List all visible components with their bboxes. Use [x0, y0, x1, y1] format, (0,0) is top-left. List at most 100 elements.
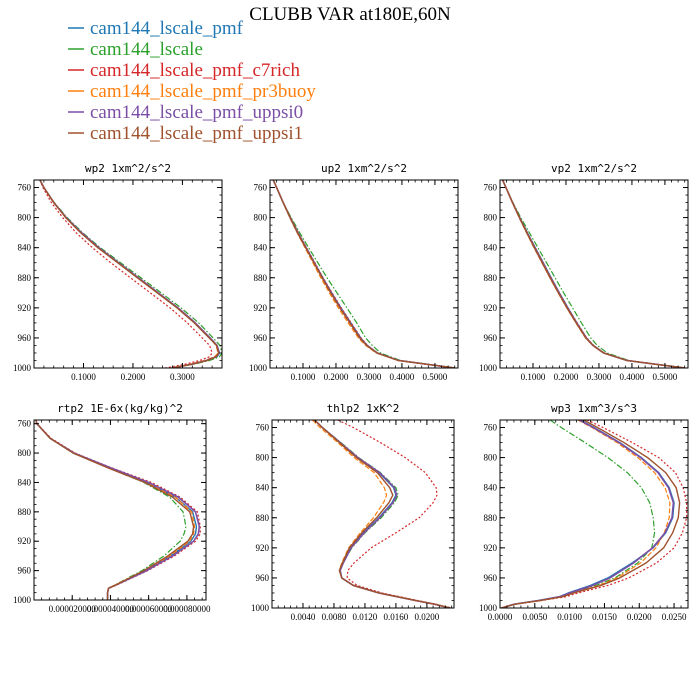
ytick-label: 840	[18, 477, 32, 487]
xtick-label: 0.0200	[415, 612, 440, 622]
ytick-label: 800	[256, 453, 270, 463]
series-line-4	[272, 180, 455, 368]
panels: wp2 1xm^2/s^2 760 800 840 880 920 960 1000 0.100…	[13, 162, 689, 622]
ytick-label: 840	[484, 243, 498, 253]
plot-frame	[33, 419, 207, 601]
xtick-label: 0.0160	[384, 612, 409, 622]
ytick-label: 960	[484, 573, 498, 583]
plot-frame	[271, 419, 455, 609]
series-line-1	[39, 180, 221, 368]
series-line-5	[272, 180, 455, 368]
ytick-label: 920	[256, 543, 270, 553]
xtick-label: 0.1000	[291, 372, 316, 382]
panel-2: up2 1xm^2/s^2 760 800 840 880 920 960 1000 0.100…	[249, 162, 459, 382]
series-line-3	[337, 420, 452, 608]
legend-entry: cam144_lscale_pmf_uppsi1	[90, 123, 303, 144]
ytick-label: 880	[484, 273, 498, 283]
series-line-2	[35, 420, 187, 600]
series-line-4	[502, 180, 685, 368]
panel-title: wp3 1xm^3/s^3	[551, 402, 637, 415]
series-line-6	[501, 180, 685, 368]
ytick-label: 960	[484, 333, 498, 343]
ytick-label: 1000	[479, 603, 498, 613]
ytick-label: 960	[256, 573, 270, 583]
panel-6: wp3 1xm^3/s^3 760 800 840 880 920 960 10000.000…	[479, 402, 689, 622]
ytick-label: 760	[484, 183, 498, 193]
series-line-3	[502, 180, 685, 368]
series-line-2	[272, 180, 455, 368]
series-line-6	[314, 420, 451, 608]
series-line-5	[39, 180, 220, 368]
series-line-3	[501, 420, 688, 608]
series-line-6	[39, 180, 220, 368]
xtick-label: 0.000040000	[87, 604, 135, 614]
ytick-label: 840	[254, 243, 268, 253]
ytick-label: 800	[484, 453, 498, 463]
series-line-3	[39, 180, 213, 368]
ytick-label: 920	[484, 303, 498, 313]
series-group	[39, 180, 222, 368]
xtick-label: 0.4000	[620, 372, 645, 382]
series-line-4	[39, 180, 219, 368]
ytick-label: 1000	[251, 603, 270, 613]
panel-title: thlp2 1xK^2	[327, 402, 400, 415]
ytick-label: 1000	[479, 363, 498, 373]
xtick-label: 0.0150	[592, 612, 617, 622]
figure-title: CLUBB VAR at180E,60N	[249, 4, 451, 25]
series-line-5	[501, 420, 675, 608]
ytick-label: 920	[18, 303, 32, 313]
xtick-label: 0.000060000	[125, 604, 173, 614]
xtick-label: 0.3000	[357, 372, 382, 382]
xtick-label: 0.4000	[390, 372, 415, 382]
panel-title: rtp2 1E-6x(kg/kg)^2	[57, 402, 183, 415]
xtick-label: 0.3000	[170, 372, 195, 382]
ytick-label: 880	[18, 273, 32, 283]
ytick-label: 840	[18, 243, 32, 253]
legend-entry: cam144_lscale_pmf	[90, 18, 244, 39]
ytick-label: 800	[18, 448, 32, 458]
ytick-label: 920	[18, 536, 32, 546]
xtick-label: 0.000020000	[49, 604, 97, 614]
ytick-label: 880	[256, 513, 270, 523]
xtick-label: 0.0200	[627, 612, 652, 622]
ytick-label: 880	[18, 507, 32, 517]
panel-3: vp2 1xm^2/s^2 760 800 840 880 920 960 1000 0.100…	[479, 162, 689, 382]
xtick-label: 0.3000	[587, 372, 612, 382]
xtick-label: 0.5000	[653, 372, 678, 382]
ytick-label: 800	[484, 213, 498, 223]
series-line-6	[272, 180, 455, 368]
ytick-label: 840	[484, 483, 498, 493]
xtick-label: 0.2000	[121, 372, 146, 382]
series-line-5	[35, 420, 201, 600]
series-line-3	[272, 180, 455, 368]
legend-entry: cam144_lscale_pmf_uppsi0	[90, 102, 303, 123]
ytick-label: 1000	[13, 595, 32, 605]
xtick-label: 0.1000	[71, 372, 96, 382]
ytick-label: 920	[484, 543, 498, 553]
panel-1: wp2 1xm^2/s^2 760 800 840 880 920 960 1000 0.100…	[13, 162, 223, 382]
ytick-label: 760	[254, 183, 268, 193]
series-group	[272, 180, 455, 368]
series-line-1	[272, 180, 455, 368]
series-group	[501, 180, 685, 368]
xtick-label: 0.0100	[557, 612, 582, 622]
series-line-1	[501, 180, 685, 368]
ytick-label: 1000	[13, 363, 32, 373]
panel-4: rtp2 1E-6x(kg/kg)^2 760 800 840 880 920 960 100…	[13, 402, 211, 614]
xtick-label: 0.2000	[554, 372, 579, 382]
panel-title: wp2 1xm^2/s^2	[85, 162, 171, 175]
xtick-label: 0.1000	[521, 372, 546, 382]
xtick-label: 0.2000	[324, 372, 349, 382]
legend-entry: cam144_lscale	[90, 39, 203, 60]
ytick-label: 760	[18, 419, 32, 429]
xtick-label: 0.0120	[353, 612, 378, 622]
series-group	[501, 420, 688, 608]
series-line-4	[501, 420, 671, 608]
ytick-label: 880	[254, 273, 268, 283]
legend-entry: cam144_lscale_pmf_pr3buoy	[90, 81, 316, 102]
ytick-label: 760	[484, 423, 498, 433]
xtick-label: 0.0250	[662, 612, 687, 622]
ytick-label: 960	[18, 333, 32, 343]
